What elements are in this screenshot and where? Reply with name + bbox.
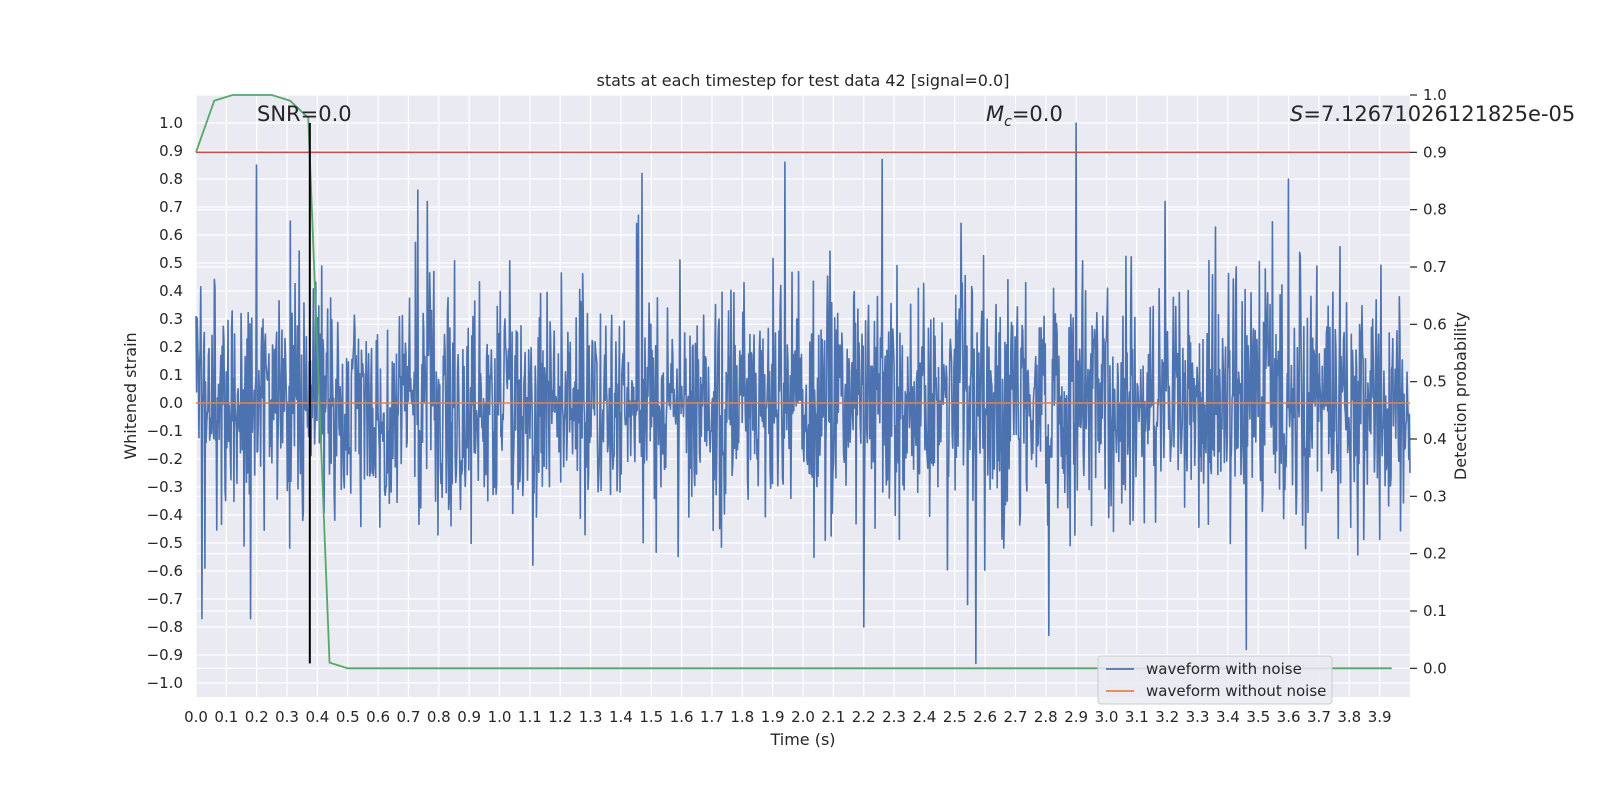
y-tick-label: −0.1 bbox=[147, 422, 183, 440]
y-axis-label-right: Detection probability bbox=[1451, 312, 1470, 480]
x-tick-label: 0.5 bbox=[336, 708, 360, 726]
x-tick-label: 0.7 bbox=[397, 708, 421, 726]
y-tick-label: 0.3 bbox=[159, 310, 183, 328]
x-tick-label: 0.4 bbox=[305, 708, 329, 726]
y-tick-label: 0.2 bbox=[159, 338, 183, 356]
y-right-tick-label: 0.6 bbox=[1423, 315, 1447, 333]
y-right-tick-label: 0.7 bbox=[1423, 258, 1447, 276]
x-tick-label: 3.3 bbox=[1186, 708, 1210, 726]
x-tick-label: 2.8 bbox=[1034, 708, 1058, 726]
x-tick-label: 1.8 bbox=[730, 708, 754, 726]
y-right-tick-label: 0.0 bbox=[1423, 659, 1447, 677]
y-tick-label: 0.0 bbox=[159, 394, 183, 412]
x-tick-label: 2.2 bbox=[852, 708, 876, 726]
y-tick-label: −0.4 bbox=[147, 506, 183, 524]
x-tick-label: 1.1 bbox=[518, 708, 542, 726]
x-tick-label: 2.9 bbox=[1064, 708, 1088, 726]
annotation-chirp-mass: Mc=0.0 bbox=[986, 102, 1063, 130]
annotation-mc-subscript: c bbox=[1004, 114, 1012, 130]
y-ticks-left: 1.0 0.9 0.8 0.7 0.6 0.5 0.4 0.3 0.2 0.1 0.0 −0.1 −0.… bbox=[147, 114, 183, 692]
x-tick-label: 0.0 bbox=[184, 708, 208, 726]
x-tick-label: 1.3 bbox=[579, 708, 603, 726]
x-tick-label: 0.1 bbox=[214, 708, 238, 726]
y-right-tick-label: 0.2 bbox=[1423, 545, 1447, 563]
x-tick-label: 0.9 bbox=[457, 708, 481, 726]
legend-box bbox=[1097, 655, 1333, 705]
annotation-mc-value: =0.0 bbox=[1012, 102, 1063, 126]
annotation-s: S=7.12671026121825e-05 bbox=[1290, 102, 1575, 126]
y-tick-label: 0.7 bbox=[159, 198, 183, 216]
y-tick-label: 0.6 bbox=[159, 226, 183, 244]
series-detection-probability bbox=[195, 94, 1392, 670]
x-tick-label: 2.4 bbox=[912, 708, 936, 726]
x-tick-label: 1.2 bbox=[548, 708, 572, 726]
y-right-tick-label: 0.5 bbox=[1423, 373, 1447, 391]
y-tick-label: −0.8 bbox=[147, 618, 183, 636]
legend: waveform with noise waveform without noi… bbox=[1097, 655, 1333, 705]
x-tick-label: 3.1 bbox=[1125, 708, 1149, 726]
x-tick-label: 2.6 bbox=[973, 708, 997, 726]
annotation-mc-symbol: M bbox=[986, 102, 1004, 126]
x-tick-label: 3.0 bbox=[1095, 708, 1119, 726]
x-tick-label: 2.0 bbox=[791, 708, 815, 726]
legend-label-waveform-without-noise: waveform without noise bbox=[1146, 682, 1326, 700]
x-tick-label: 0.2 bbox=[245, 708, 269, 726]
y-tick-label: −1.0 bbox=[147, 674, 183, 692]
x-tick-label: 2.3 bbox=[882, 708, 906, 726]
x-tick-label: 3.2 bbox=[1155, 708, 1179, 726]
y-tick-label: 0.9 bbox=[159, 142, 183, 160]
y-tick-label: 0.1 bbox=[159, 366, 183, 384]
x-tick-label: 1.6 bbox=[670, 708, 694, 726]
x-tick-label: 3.9 bbox=[1368, 708, 1392, 726]
x-tick-label: 0.6 bbox=[366, 708, 390, 726]
y-tick-label: −0.5 bbox=[147, 534, 183, 552]
y-right-tick-label: 0.9 bbox=[1423, 143, 1447, 161]
legend-label-waveform-with-noise: waveform with noise bbox=[1146, 660, 1302, 678]
y-tick-label: 1.0 bbox=[159, 114, 183, 132]
annotation-s-symbol: S bbox=[1290, 102, 1303, 126]
x-tick-label: 1.5 bbox=[639, 708, 663, 726]
y-right-tick-label: 1.0 bbox=[1423, 86, 1447, 104]
y-tick-label: 0.4 bbox=[159, 282, 183, 300]
y-tick-label: 0.8 bbox=[159, 170, 183, 188]
x-tick-label: 3.6 bbox=[1277, 708, 1301, 726]
y-right-tick-label: 0.1 bbox=[1423, 602, 1447, 620]
y-tick-label: 0.5 bbox=[159, 254, 183, 272]
y-tick-label: −0.2 bbox=[147, 450, 183, 468]
x-tick-label: 2.7 bbox=[1004, 708, 1028, 726]
x-tick-label: 0.3 bbox=[275, 708, 299, 726]
annotation-s-value: =7.12671026121825e-05 bbox=[1303, 102, 1575, 126]
y-right-tick-label: 0.3 bbox=[1423, 487, 1447, 505]
x-tick-label: 3.7 bbox=[1307, 708, 1331, 726]
chart-title: stats at each timestep for test data 42 … bbox=[597, 71, 1010, 90]
y-axis-label: Whitened strain bbox=[121, 332, 140, 459]
x-tick-label: 1.4 bbox=[609, 708, 633, 726]
x-tick-label: 0.8 bbox=[427, 708, 451, 726]
x-tick-label: 1.9 bbox=[761, 708, 785, 726]
x-axis-label: Time (s) bbox=[769, 730, 835, 749]
y-ticks-right: 1.0 0.9 0.8 0.7 0.6 0.5 0.4 0.3 0.2 0.1 0.0 bbox=[1410, 86, 1447, 677]
x-tick-label: 2.1 bbox=[821, 708, 845, 726]
y-right-tick-label: 0.4 bbox=[1423, 430, 1447, 448]
x-tick-label: 3.8 bbox=[1337, 708, 1361, 726]
x-tick-label: 1.0 bbox=[488, 708, 512, 726]
x-ticks: 0.0 0.1 0.2 0.3 0.4 0.5 0.6 0.7 0.8 0.9 1.0 1.1 1.2 1… bbox=[184, 708, 1392, 726]
x-tick-label: 1.7 bbox=[700, 708, 724, 726]
y-tick-label: −0.9 bbox=[147, 646, 183, 664]
x-tick-label: 3.5 bbox=[1246, 708, 1270, 726]
annotation-snr: SNR=0.0 bbox=[257, 102, 352, 126]
detection-probability-line bbox=[195, 94, 1392, 670]
x-tick-label: 2.5 bbox=[943, 708, 967, 726]
y-tick-label: −0.6 bbox=[147, 562, 183, 580]
x-tick-label: 3.4 bbox=[1216, 708, 1240, 726]
y-tick-label: −0.3 bbox=[147, 478, 183, 496]
y-tick-label: −0.7 bbox=[147, 590, 183, 608]
y-right-tick-label: 0.8 bbox=[1423, 201, 1447, 219]
